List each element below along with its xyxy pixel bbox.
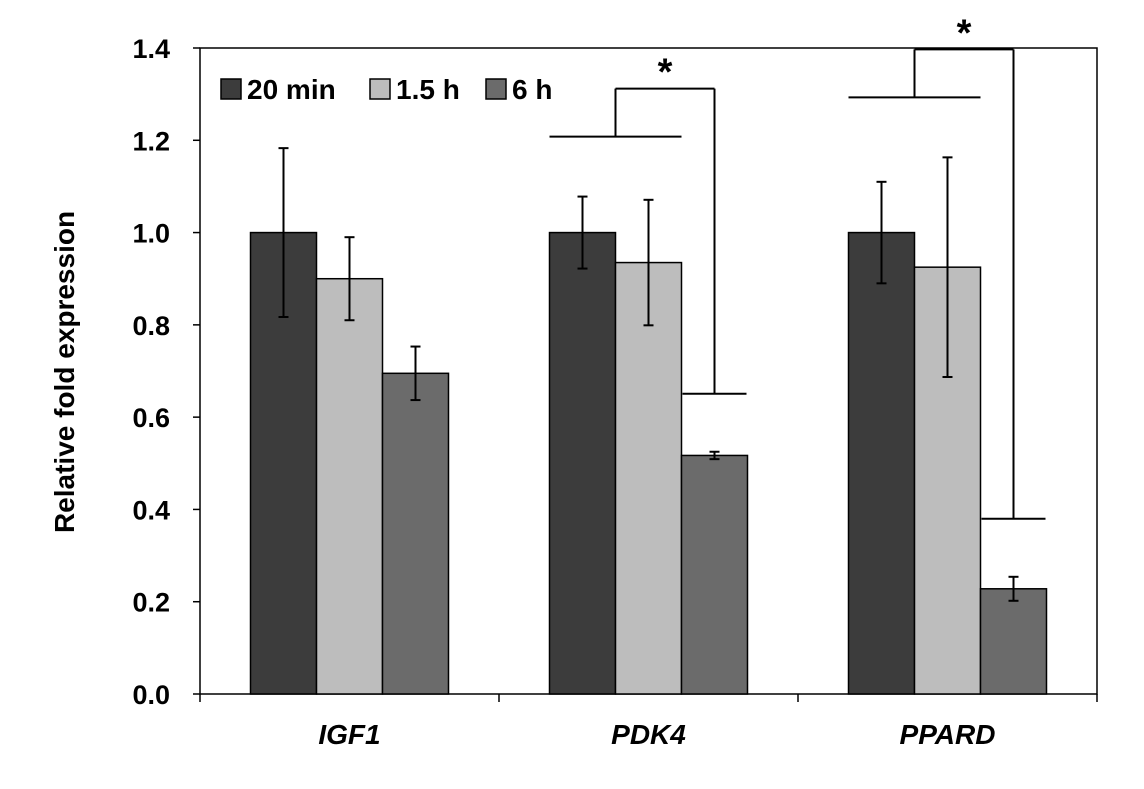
legend-label: 20 min <box>247 74 336 105</box>
y-tick-label: 0.2 <box>132 588 170 618</box>
y-axis-label: Relative fold expression <box>49 211 80 533</box>
x-tick-label: IGF1 <box>318 719 380 750</box>
legend-swatch <box>485 78 507 100</box>
bar <box>381 372 450 695</box>
y-tick-label: 0.4 <box>132 495 170 525</box>
legend: 20 min 1.5 h 6 h <box>220 74 552 105</box>
bar <box>614 261 683 695</box>
legend-swatch <box>369 78 391 100</box>
bar <box>548 231 617 695</box>
bar <box>847 231 916 695</box>
bar <box>979 588 1048 695</box>
y-tick-label: 0.8 <box>132 311 170 341</box>
legend-swatch <box>220 78 242 100</box>
legend-label: 6 h <box>512 74 552 105</box>
bar <box>680 454 749 695</box>
y-tick-label: 0.0 <box>132 680 170 710</box>
x-tick-label: PPARD <box>900 719 996 750</box>
significance-bracket: * <box>549 52 747 395</box>
y-tick-label: 1.0 <box>132 219 170 249</box>
x-tick-label: PDK4 <box>611 719 686 750</box>
significance-star: * <box>957 12 972 54</box>
plot-area: 0.0 0.2 0.4 0.6 0.8 1.0 1.2 1.4 IGF1 PDK4 PPARD * * <box>132 12 1098 750</box>
legend-label: 1.5 h <box>396 74 460 105</box>
bar <box>315 277 384 695</box>
significance-star: * <box>658 52 673 94</box>
y-tick-label: 0.6 <box>132 403 170 433</box>
y-tick-label: 1.2 <box>132 126 170 156</box>
significance-bracket: * <box>848 12 1046 520</box>
y-tick-label: 1.4 <box>132 34 170 64</box>
